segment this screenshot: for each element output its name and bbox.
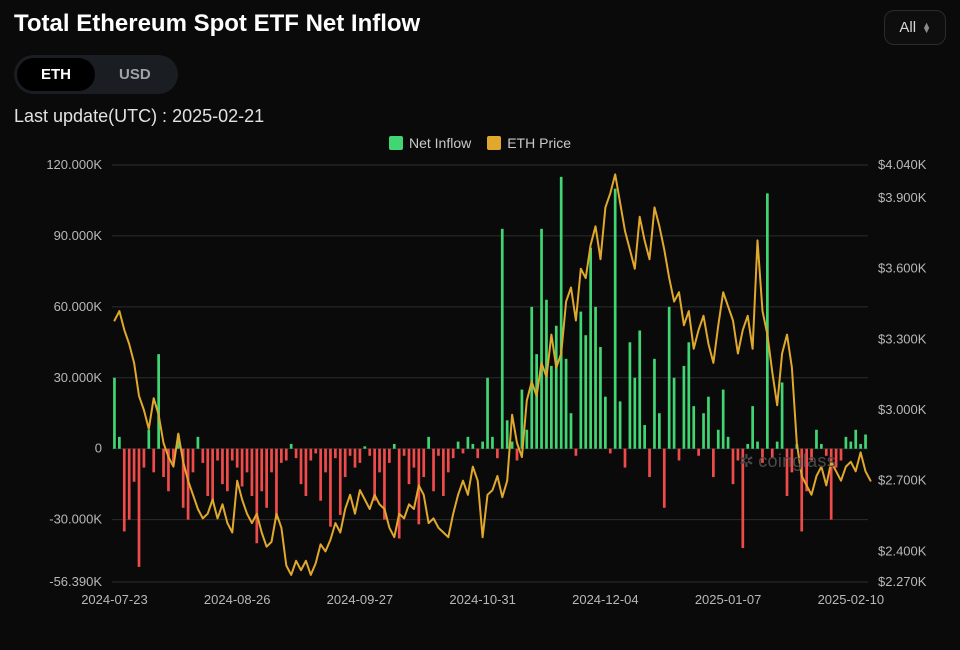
tab-eth[interactable]: ETH bbox=[17, 58, 95, 91]
last-update-label: Last update(UTC) : bbox=[14, 106, 172, 126]
svg-text:2025-02-10: 2025-02-10 bbox=[818, 592, 885, 607]
legend-label: ETH Price bbox=[507, 135, 571, 151]
time-range-label: All bbox=[899, 19, 916, 36]
svg-text:$2.700K: $2.700K bbox=[878, 473, 927, 488]
svg-text:$3.600K: $3.600K bbox=[878, 261, 927, 276]
last-update: Last update(UTC) : 2025-02-21 bbox=[14, 106, 946, 127]
legend-swatch bbox=[389, 136, 403, 150]
svg-text:60.000K: 60.000K bbox=[54, 299, 103, 314]
svg-text:120.000K: 120.000K bbox=[46, 157, 102, 172]
chart: -56.390K -30.000K 0 30.000K 60.000K 90.000K 12… bbox=[14, 157, 946, 612]
legend-item-net-inflow: Net Inflow bbox=[389, 135, 471, 151]
svg-text:-56.390K: -56.390K bbox=[49, 574, 102, 589]
chart-svg: -56.390K -30.000K 0 30.000K 60.000K 90.000K 12… bbox=[14, 157, 946, 612]
svg-text:2025-01-07: 2025-01-07 bbox=[695, 592, 762, 607]
page-title: Total Ethereum Spot ETF Net Inflow bbox=[14, 10, 420, 38]
svg-text:2024-12-04: 2024-12-04 bbox=[572, 592, 639, 607]
legend-item-eth-price: ETH Price bbox=[487, 135, 571, 151]
svg-text:$2.270K: $2.270K bbox=[878, 574, 927, 589]
chevron-updown-icon: ▲▼ bbox=[922, 23, 931, 33]
svg-text:$3.300K: $3.300K bbox=[878, 331, 927, 346]
svg-text:2024-10-31: 2024-10-31 bbox=[449, 592, 516, 607]
last-update-value: 2025-02-21 bbox=[172, 106, 264, 126]
legend: Net Inflow ETH Price bbox=[14, 135, 946, 151]
svg-text:$4.040K: $4.040K bbox=[878, 157, 927, 172]
tab-usd[interactable]: USD bbox=[95, 58, 175, 91]
svg-text:$2.400K: $2.400K bbox=[878, 543, 927, 558]
svg-text:2024-08-26: 2024-08-26 bbox=[204, 592, 271, 607]
unit-tabs: ETH USD bbox=[14, 55, 178, 94]
svg-text:30.000K: 30.000K bbox=[54, 370, 103, 385]
svg-text:2024-07-23: 2024-07-23 bbox=[81, 592, 148, 607]
svg-text:$3.900K: $3.900K bbox=[878, 190, 927, 205]
svg-text:90.000K: 90.000K bbox=[54, 228, 103, 243]
legend-label: Net Inflow bbox=[409, 135, 471, 151]
svg-text:$3.000K: $3.000K bbox=[878, 402, 927, 417]
time-range-selector[interactable]: All ▲▼ bbox=[884, 10, 946, 45]
svg-text:-30.000K: -30.000K bbox=[49, 512, 102, 527]
svg-text:0: 0 bbox=[95, 441, 102, 456]
legend-swatch bbox=[487, 136, 501, 150]
svg-text:2024-09-27: 2024-09-27 bbox=[327, 592, 394, 607]
